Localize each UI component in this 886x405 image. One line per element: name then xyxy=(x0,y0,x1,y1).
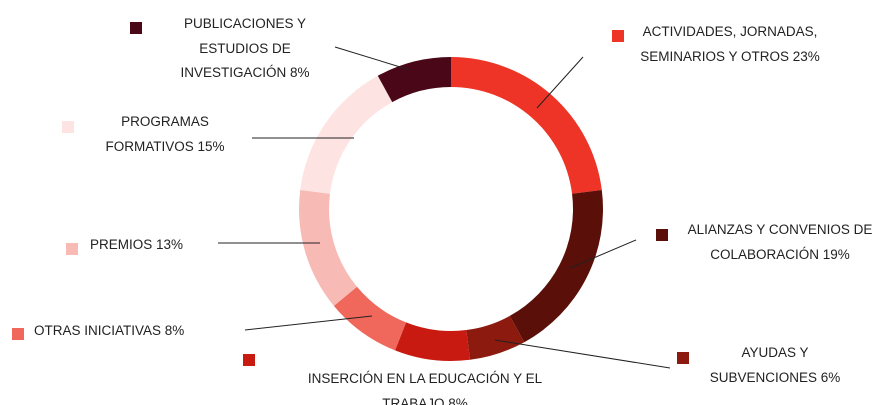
segment-label: PREMIOS 13% xyxy=(90,233,183,258)
legend-swatch xyxy=(612,30,624,42)
legend-swatch xyxy=(130,22,142,34)
category-name: ALIANZAS Y CONVENIOS DE COLABORACIÓN xyxy=(687,222,873,262)
donut-segment xyxy=(466,315,525,360)
legend-swatch xyxy=(66,243,78,255)
category-name: AYUDAS Y SUBVENCIONES xyxy=(709,345,817,385)
donut-segment xyxy=(299,189,357,306)
category-name: PREMIOS xyxy=(90,237,153,252)
donut-segment xyxy=(377,57,451,103)
segment-label: ALIANZAS Y CONVENIOS DE COLABORACIÓN 19% xyxy=(678,218,883,267)
leader-line xyxy=(494,339,671,369)
category-name: PROGRAMAS FORMATIVOS xyxy=(105,114,209,154)
value-label: 8% xyxy=(448,395,468,405)
donut-segment xyxy=(451,57,602,194)
value-label: 15% xyxy=(197,138,225,154)
category-name: PUBLICACIONES Y ESTUDIOS DE INVESTIGACIÓ… xyxy=(180,16,307,80)
donut-segment xyxy=(509,189,603,343)
segment-label: OTRAS INICIATIVAS 8% xyxy=(34,319,184,344)
value-label: 19% xyxy=(822,246,850,262)
category-name: ACTIVIDADES, JORNADAS, SEMINARIOS Y OTRO… xyxy=(640,24,818,64)
leader-line xyxy=(334,46,411,71)
value-label: 8% xyxy=(164,323,185,338)
category-name: OTRAS INICIATIVAS xyxy=(34,323,162,338)
legend-swatch xyxy=(677,352,689,364)
leader-line xyxy=(244,315,373,331)
donut-segment xyxy=(300,75,393,194)
segment-label: PUBLICACIONES Y ESTUDIOS DE INVESTIGACIÓ… xyxy=(165,12,325,86)
value-label: 6% xyxy=(820,369,841,385)
segment-label: PROGRAMAS FORMATIVOS 15% xyxy=(90,110,240,159)
segment-label: AYUDAS Y SUBVENCIONES 6% xyxy=(700,341,850,390)
legend-swatch xyxy=(656,229,668,241)
segment-label: ACTIVIDADES, JORNADAS, SEMINARIOS Y OTRO… xyxy=(633,20,828,69)
segment-label: INSERCIÓN EN LA EDUCACIÓN Y EL TRABAJO 8… xyxy=(280,367,570,405)
leader-line xyxy=(536,56,584,109)
leader-line xyxy=(569,239,637,269)
legend-swatch xyxy=(12,328,24,340)
category-name: INSERCIÓN EN LA EDUCACIÓN Y EL TRABAJO xyxy=(307,371,543,405)
donut-segment xyxy=(395,322,471,361)
legend-swatch xyxy=(62,121,74,133)
value-label: 23% xyxy=(792,48,820,64)
value-label: 13% xyxy=(156,237,184,252)
donut-segment xyxy=(333,286,407,351)
value-label: 8% xyxy=(290,65,310,80)
legend-swatch xyxy=(243,354,255,366)
